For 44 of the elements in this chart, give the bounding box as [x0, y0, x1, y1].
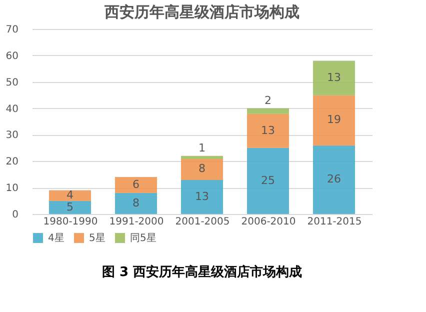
bar	[181, 180, 223, 214]
y-tick-label: 70	[6, 24, 18, 36]
y-tick-label: 10	[6, 183, 18, 194]
data-label: 1	[198, 141, 206, 154]
chart-title: 西安历年高星级酒店市场构成	[104, 3, 300, 21]
legend-label: 5星	[89, 233, 106, 244]
caption: 图 3 西安历年高星级酒店市场构成	[102, 264, 302, 280]
data-label: 26	[327, 172, 341, 186]
data-label: 13	[195, 190, 209, 203]
bar	[313, 60, 355, 96]
y-tick-label: 20	[6, 156, 18, 168]
bar	[247, 114, 289, 148]
data-label: 6	[132, 178, 140, 191]
y-tick-label: 50	[6, 77, 18, 88]
bar	[181, 156, 223, 158]
y-tick-label: 60	[6, 50, 18, 62]
data-label: 19	[327, 113, 341, 126]
bar	[115, 192, 157, 214]
data-label: 8	[198, 162, 206, 176]
y-tick-label: 40	[6, 104, 18, 115]
bar	[247, 148, 289, 214]
data-label: 13	[327, 70, 341, 84]
y-tick-label: 0	[12, 210, 18, 220]
x-tick-label: 1980-1990	[43, 216, 98, 228]
bar	[181, 158, 223, 180]
legend-label: 4星	[48, 233, 64, 244]
data-label: 2	[264, 94, 272, 107]
y-tick-label: 30	[6, 130, 18, 142]
bar	[247, 108, 289, 114]
x-tick-label: 2011-2015	[307, 216, 362, 228]
bar	[115, 177, 157, 193]
data-label: 5	[66, 200, 74, 214]
data-label: 8	[132, 196, 140, 210]
data-label: 25	[261, 174, 275, 187]
bar	[49, 190, 91, 201]
x-tick-label: 2006-2010	[241, 216, 296, 228]
x-tick-label: 2001-2005	[175, 216, 230, 228]
bar	[313, 145, 355, 214]
data-label: 4	[66, 188, 74, 202]
data-label: 13	[261, 124, 275, 137]
bar	[313, 95, 355, 146]
x-tick-label: 1991-2000	[109, 216, 164, 228]
bar	[49, 200, 91, 214]
legend-label: 同5星	[130, 233, 156, 244]
